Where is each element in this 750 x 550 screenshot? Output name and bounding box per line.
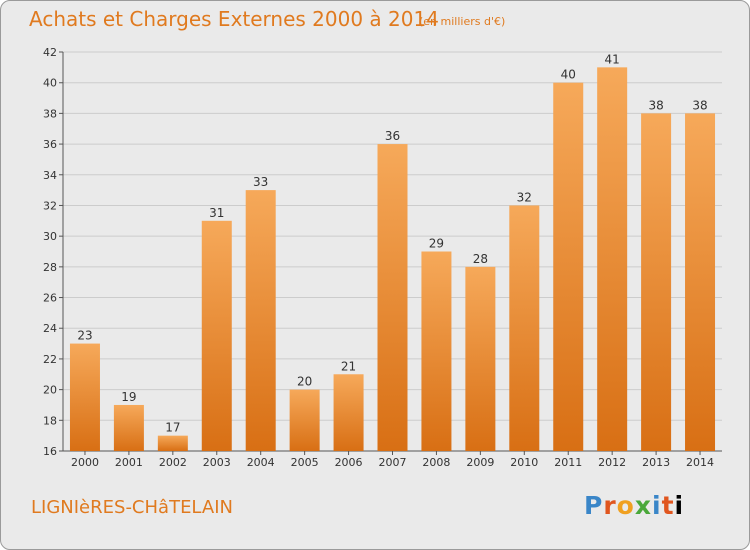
bar-value-label: 33: [253, 175, 268, 189]
y-tick-label: 38: [43, 107, 57, 120]
bar-value-label: 36: [385, 129, 400, 143]
bar: [289, 389, 320, 451]
bar-value-label: 31: [209, 206, 224, 220]
bar: [685, 113, 716, 451]
bar-value-label: 32: [517, 190, 532, 204]
x-tick-label: 2001: [115, 456, 143, 469]
x-tick-label: 2003: [203, 456, 231, 469]
bar-value-label: 21: [341, 359, 356, 373]
bar-labels: 23 19 17 31 33 20 21 36 29 28 32 40 41 38 38: [77, 52, 707, 434]
commune-name: LIGNIèRES-CHâTELAIN: [31, 497, 233, 518]
bar: [333, 374, 364, 451]
bar: [377, 144, 408, 452]
bar-value-label: 19: [121, 390, 136, 404]
proxiti-logo: Proxiti: [584, 491, 685, 520]
y-tick-label: 22: [43, 353, 57, 366]
x-tick-label: 2011: [554, 456, 582, 469]
y-tick-label: 32: [43, 199, 57, 212]
y-tick-label: 30: [43, 230, 57, 243]
bar-value-label: 20: [297, 375, 312, 389]
bar: [157, 435, 188, 451]
bar: [201, 220, 232, 451]
x-tick-label: 2006: [335, 456, 363, 469]
x-tick-label: 2013: [642, 456, 670, 469]
x-tick-label: 2008: [422, 456, 450, 469]
bar-value-label: 28: [473, 252, 488, 266]
bar-value-label: 38: [648, 98, 663, 112]
x-tick-label: 2009: [466, 456, 494, 469]
x-tick-label: 2005: [291, 456, 319, 469]
y-tick-label: 40: [43, 77, 57, 90]
y-tick-label: 20: [43, 384, 57, 397]
bar: [69, 343, 100, 451]
x-tick-label: 2012: [598, 456, 626, 469]
bar: [553, 82, 584, 451]
chart-title: Achats et Charges Externes 2000 à 2014: [29, 7, 439, 31]
bar: [245, 190, 276, 451]
x-tick-label: 2004: [247, 456, 275, 469]
y-tick-label: 18: [43, 414, 57, 427]
chart-subtitle: (en milliers d'€): [419, 15, 506, 28]
x-tick-label: 2007: [379, 456, 407, 469]
bar: [113, 404, 144, 451]
y-tick-label: 24: [43, 322, 57, 335]
bar-value-label: 40: [561, 68, 576, 82]
y-tick-label: 34: [43, 169, 57, 182]
bar: [597, 67, 628, 451]
axes: 16 18 20 22 24 26 28 30 32 34 36 38 40 42 2000 2001 2002…: [43, 46, 722, 469]
y-tick-label: 42: [43, 46, 57, 59]
bar: [509, 205, 540, 451]
y-tick-label: 16: [43, 445, 57, 458]
x-tick-label: 2002: [159, 456, 187, 469]
bar-value-label: 29: [429, 237, 444, 251]
bar: [421, 251, 452, 451]
y-tick-label: 28: [43, 261, 57, 274]
bar-value-label: 38: [692, 98, 707, 112]
bar-value-label: 17: [165, 421, 180, 435]
bar-value-label: 23: [77, 329, 92, 343]
y-tick-label: 26: [43, 292, 57, 305]
x-tick-label: 2000: [71, 456, 99, 469]
bar: [465, 266, 496, 451]
x-tick-label: 2014: [686, 456, 714, 469]
x-tick-label: 2010: [510, 456, 538, 469]
bars: [69, 67, 716, 452]
bar-value-label: 41: [605, 52, 620, 66]
bar: [641, 113, 672, 451]
y-tick-label: 36: [43, 138, 57, 151]
